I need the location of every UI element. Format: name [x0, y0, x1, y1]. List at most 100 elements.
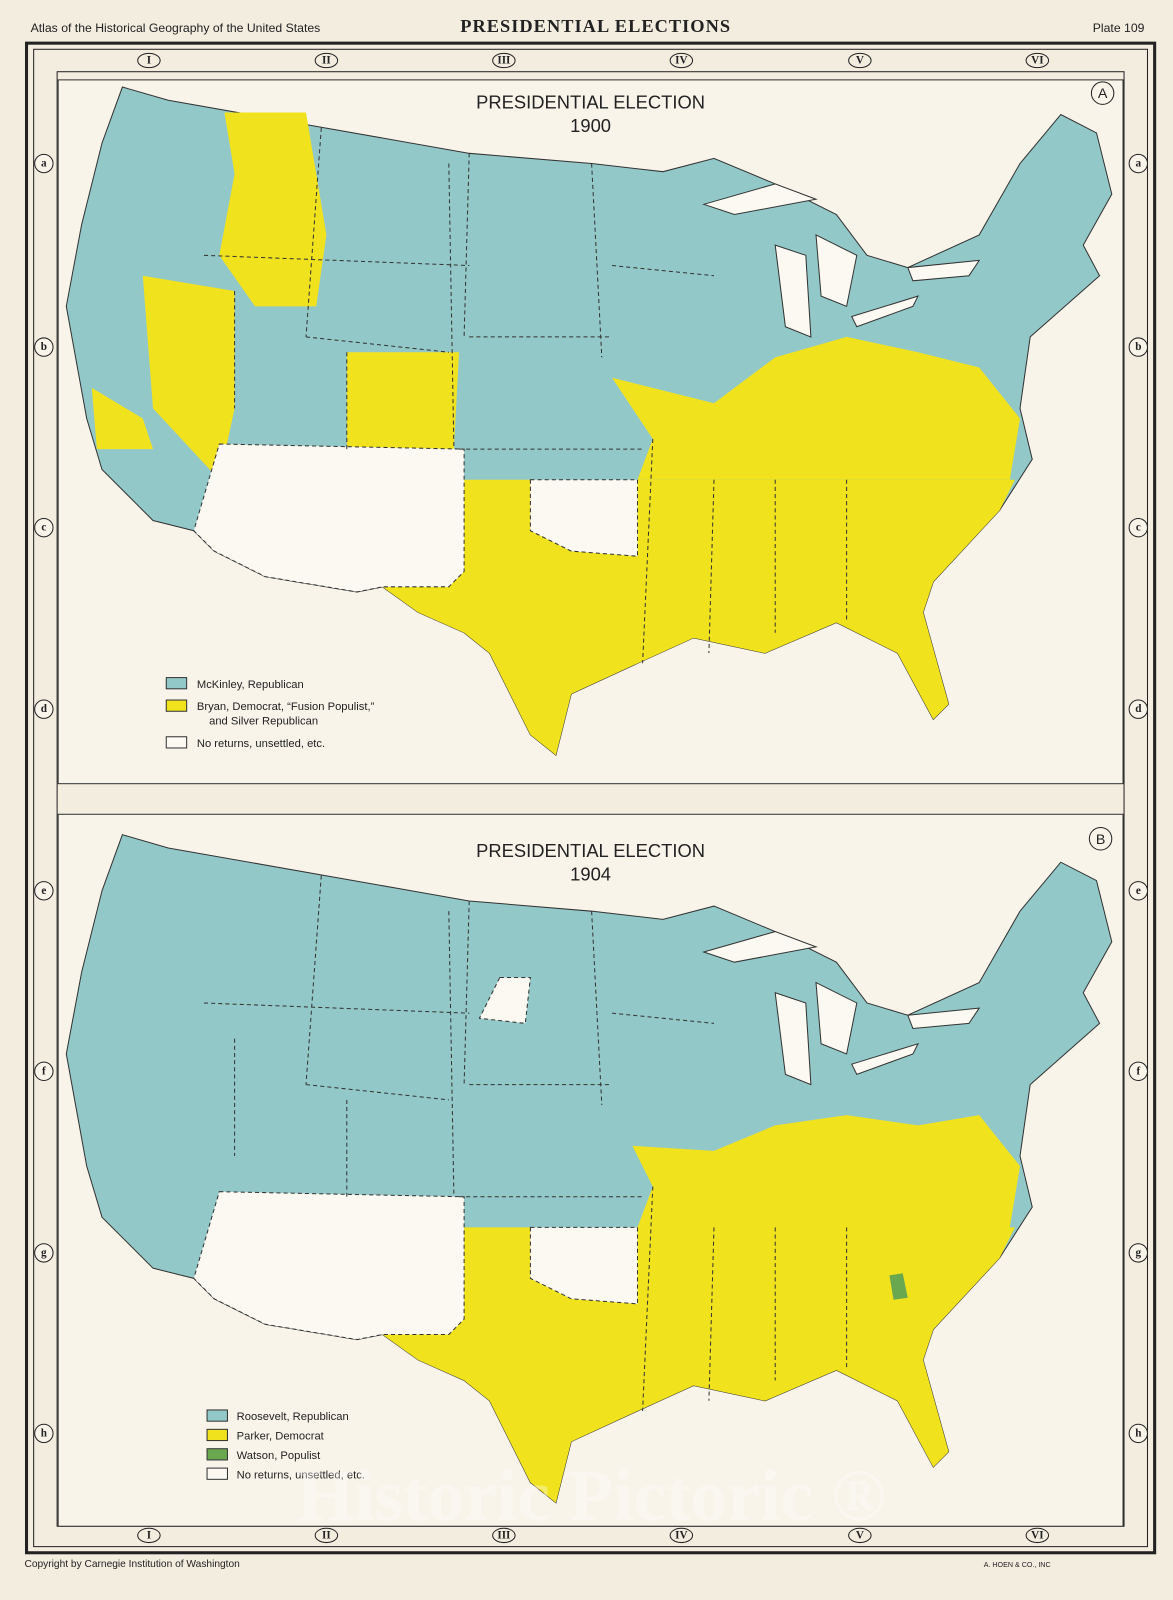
column-marker	[848, 52, 872, 69]
printer: A. HOEN & CO., INC	[984, 1561, 1051, 1569]
column-label: II	[322, 55, 331, 67]
row-label: h	[41, 1427, 48, 1439]
column-label: V	[856, 55, 864, 67]
row-label: c	[41, 522, 46, 534]
column-marker	[1025, 1527, 1050, 1544]
row-marker	[1128, 337, 1149, 357]
legend-label: Watson, Populist	[237, 1450, 322, 1462]
row-marker	[1128, 699, 1149, 719]
column-marker	[314, 1527, 339, 1544]
legend-swatch	[206, 1467, 228, 1480]
row-marker	[1128, 1423, 1149, 1444]
column-marker	[314, 52, 339, 69]
legend-swatch	[206, 1428, 228, 1442]
row-marker	[34, 153, 54, 174]
row-marker	[1128, 1243, 1149, 1263]
row-label: b	[41, 341, 47, 353]
legend-label: Parker, Democrat	[237, 1431, 325, 1443]
legend-label: Bryan, Democrat, “Fusion Populist,”	[197, 701, 375, 713]
map-letter: B	[1096, 832, 1106, 848]
row-label: f	[42, 1065, 46, 1077]
legend-swatch	[165, 736, 188, 749]
map-title: PRESIDENTIAL ELECTION	[476, 91, 705, 112]
row-label: f	[1136, 1065, 1140, 1077]
column-label: VI	[1031, 1529, 1043, 1541]
map-letter: A	[1098, 86, 1108, 102]
row-label: a	[1136, 158, 1142, 170]
column-label: IV	[675, 55, 687, 67]
great-lakes	[702, 931, 981, 1086]
democratic-border-states	[612, 336, 1020, 480]
column-marker	[848, 1527, 872, 1544]
map-title: PRESIDENTIAL ELECTION	[476, 840, 705, 861]
page-title: PRESIDENTIAL ELECTIONS	[460, 16, 731, 36]
map-1904: PRESIDENTIAL ELECTION 1904 B Roosevelt, …	[65, 827, 1113, 1504]
democratic-south	[382, 479, 1015, 756]
legend-label: No returns, unsettled, etc.	[197, 738, 325, 750]
legend-label: Roosevelt, Republican	[237, 1411, 349, 1423]
democratic-south	[382, 1115, 1020, 1503]
legend: McKinley, Republican Bryan, Democrat, “Fu…	[165, 677, 375, 750]
row-label: d	[41, 703, 48, 715]
row-label: c	[1136, 522, 1141, 534]
row-marker	[1128, 517, 1149, 538]
row-label: a	[41, 158, 47, 170]
column-marker	[137, 52, 161, 69]
column-marker	[492, 52, 516, 69]
unsettled-territories	[193, 443, 639, 593]
plate-number: Plate 109	[1093, 21, 1145, 35]
row-marker	[1128, 153, 1149, 174]
row-marker	[1128, 1061, 1149, 1082]
state-lines	[203, 875, 848, 1412]
row-marker	[34, 1423, 54, 1444]
row-label: g	[1136, 1247, 1142, 1259]
column-label: VI	[1031, 55, 1043, 67]
row-marker	[34, 699, 54, 719]
row-label: e	[41, 885, 46, 897]
row-label: d	[1135, 703, 1142, 715]
great-lakes	[702, 183, 981, 338]
frame	[24, 41, 1157, 1555]
legend-label: No returns, unsettled, etc.	[237, 1469, 365, 1481]
legend: Roosevelt, Republican Parker, Democrat Wat…	[206, 1409, 365, 1481]
map-letter-circle	[1088, 827, 1113, 851]
democratic-west	[91, 112, 460, 480]
row-marker	[1128, 881, 1149, 901]
column-marker	[669, 52, 694, 69]
copyright: Copyright by Carnegie Institution of Was…	[24, 1559, 239, 1570]
map-letter-circle	[1090, 81, 1115, 105]
column-label: V	[856, 1529, 864, 1541]
column-label: III	[497, 1529, 510, 1541]
row-label: e	[1136, 885, 1141, 897]
unsettled-territories	[193, 976, 639, 1341]
map-1900: PRESIDENTIAL ELECTION 1900 A McKinley, R…	[65, 81, 1115, 757]
map-year: 1900	[570, 115, 611, 136]
legend-swatch	[206, 1448, 228, 1461]
column-label: II	[322, 1529, 331, 1541]
watermark: Historic Pictoric ®	[297, 1455, 886, 1536]
row-marker	[34, 1061, 54, 1082]
column-marker	[137, 1527, 161, 1544]
legend-swatch	[206, 1409, 228, 1422]
populist-county	[889, 1273, 908, 1300]
legend-label: McKinley, Republican	[197, 679, 304, 691]
row-label: h	[1135, 1427, 1142, 1439]
column-marker	[492, 1527, 516, 1544]
column-label: I	[147, 55, 151, 67]
legend-swatch	[165, 699, 188, 712]
row-marker	[34, 881, 54, 901]
row-marker	[34, 517, 54, 538]
column-label: IV	[675, 1529, 687, 1541]
atlas-name: Atlas of the Historical Geography of the…	[31, 21, 321, 35]
legend-label: and Silver Republican	[209, 716, 318, 728]
map-year: 1904	[570, 864, 611, 885]
column-marker	[1025, 52, 1050, 69]
column-label: III	[497, 55, 510, 67]
row-label: b	[1135, 341, 1141, 353]
row-label: g	[41, 1247, 47, 1259]
column-marker	[669, 1527, 694, 1544]
column-label: I	[147, 1529, 151, 1541]
row-marker	[34, 1243, 54, 1263]
